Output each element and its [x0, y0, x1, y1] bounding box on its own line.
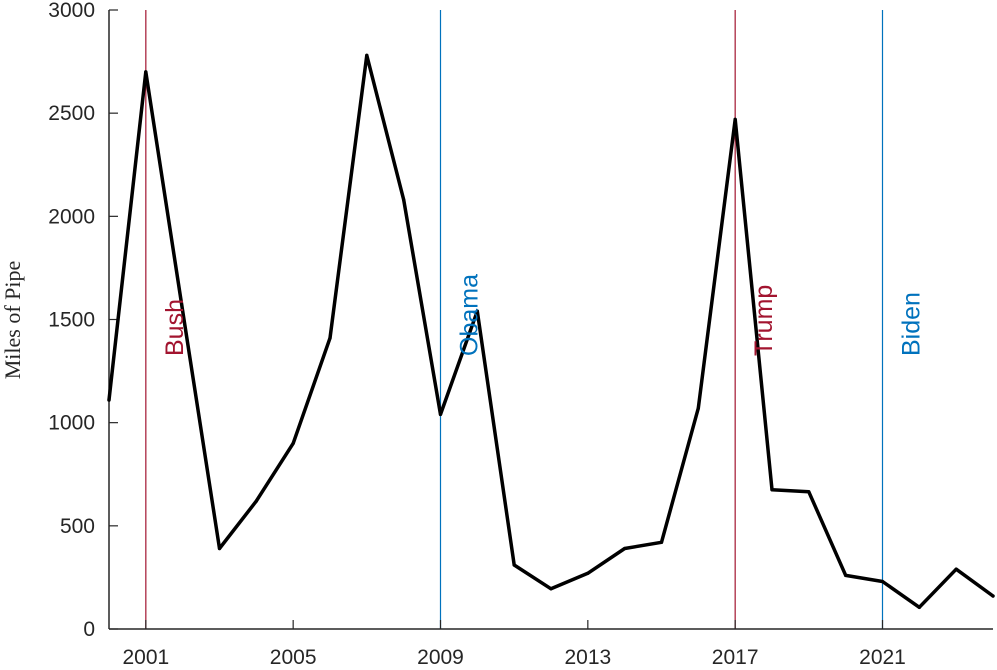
- data-point-2006: [328, 336, 332, 340]
- x-tick-label: 2021: [859, 646, 906, 669]
- data-point-2013: [586, 571, 590, 575]
- y-axis-title: Miles of Pipe: [0, 261, 25, 380]
- series-line: [107, 53, 995, 610]
- term-label-biden: Biden: [898, 292, 926, 356]
- data-point-2008: [402, 198, 406, 202]
- term-lines: [145, 10, 884, 629]
- axes: 0 500 1000 1500 2000 2500 3000 2001 2005 2009 2013…: [48, 0, 993, 669]
- data-point-2007: [365, 53, 369, 57]
- data-point-2012: [549, 587, 553, 591]
- x-tick-label: 2001: [122, 646, 169, 669]
- y-tick-label: 2000: [48, 205, 95, 228]
- data-point-2024: [991, 594, 995, 598]
- data-point-2004: [254, 499, 258, 503]
- x-tick-label: 2005: [270, 646, 317, 669]
- x-tick-label: 2017: [712, 646, 759, 669]
- y-tick-label: 0: [83, 618, 95, 641]
- x-tick-label: 2009: [417, 646, 464, 669]
- data-point-2018: [770, 488, 774, 492]
- data-point-2000: [107, 398, 111, 402]
- term-label-bush: Bush: [161, 299, 189, 356]
- y-tick-label: 1000: [48, 412, 95, 435]
- data-point-2002: [181, 309, 185, 313]
- data-point-2023: [954, 567, 958, 571]
- series-layer: [107, 53, 995, 610]
- data-point-2019: [807, 490, 811, 494]
- data-point-2017: [733, 117, 737, 121]
- data-point-2022: [917, 605, 921, 609]
- data-point-2016: [696, 406, 700, 410]
- data-point-2014: [623, 546, 627, 551]
- y-tick-label: 3000: [48, 0, 95, 22]
- data-point-2003: [217, 546, 222, 551]
- term-label-trump: Trump: [750, 285, 778, 356]
- term-labels: Bush Obama Trump Biden: [161, 274, 926, 356]
- y-tick-label: 500: [60, 515, 95, 538]
- data-point-2005: [291, 441, 295, 445]
- y-tick-label: 2500: [48, 102, 95, 125]
- data-point-2009: [438, 412, 443, 417]
- data-point-2011: [512, 563, 516, 567]
- data-point-2015: [659, 540, 664, 544]
- data-point-2021: [880, 579, 885, 584]
- x-tick-label: 2013: [564, 646, 611, 669]
- term-label-obama: Obama: [456, 274, 484, 356]
- data-point-2020: [844, 573, 848, 577]
- data-point-2010: [475, 309, 479, 313]
- y-tick-label: 1500: [48, 309, 95, 332]
- data-point-2001: [144, 70, 148, 74]
